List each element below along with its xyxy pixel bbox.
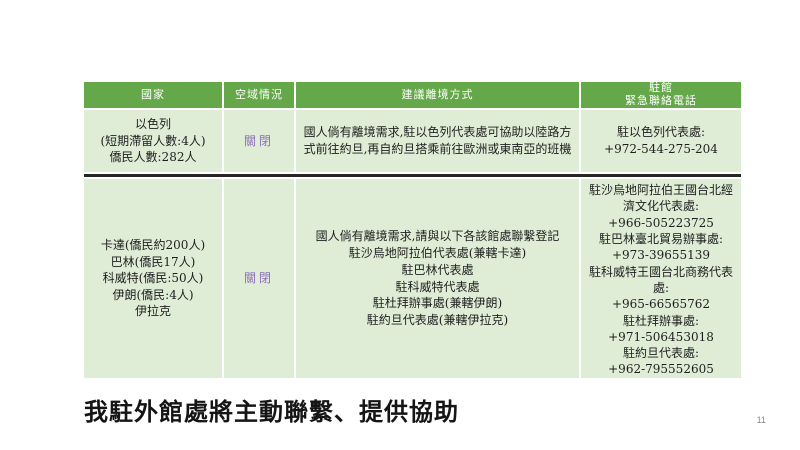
cell-airspace-status: 關閉 xyxy=(224,110,294,172)
table-header-row: 國家 空域情況 建議離境方式 駐館 緊急聯絡電話 xyxy=(84,82,741,108)
cell-departure-method: 國人倘有離境需求,駐以色列代表處可協助以陸路方式前往約旦,再自約旦搭乘前往歐洲或… xyxy=(296,110,579,172)
header-airspace-status: 空域情況 xyxy=(224,82,294,108)
header-emergency-contact: 駐館 緊急聯絡電話 xyxy=(581,82,741,108)
table-row-israel: 以色列 (短期滯留人數:4人) 僑民人數:282人 關閉 國人倘有離境需求,駐以… xyxy=(84,110,741,172)
slide-title: 我駐外館處將主動聯繫、提供協助 xyxy=(84,399,459,426)
header-country: 國家 xyxy=(84,82,222,108)
page-number: 11 xyxy=(756,415,766,425)
cell-country: 以色列 (短期滯留人數:4人) 僑民人數:282人 xyxy=(84,110,222,172)
cell-airspace-status: 關閉 xyxy=(224,179,294,378)
cell-emergency-contact: 駐沙烏地阿拉伯王國台北經濟文化代表處: +966-505223725 駐巴林臺北… xyxy=(581,179,741,378)
row-divider-line xyxy=(84,174,741,177)
cell-country: 卡達(僑民約200人) 巴林(僑民17人) 科威特(僑民:50人) 伊朗(僑民:… xyxy=(84,179,222,378)
embassy-contact-table: 國家 空域情況 建議離境方式 駐館 緊急聯絡電話 以色列 (短期滯留人數:4人)… xyxy=(84,82,741,378)
cell-departure-method: 國人倘有離境需求,請與以下各該館處聯繫登記 駐沙烏地阿拉伯代表處(兼轄卡達) 駐… xyxy=(296,179,579,378)
table-row-gulf-states: 卡達(僑民約200人) 巴林(僑民17人) 科威特(僑民:50人) 伊朗(僑民:… xyxy=(84,179,741,378)
cell-emergency-contact: 駐以色列代表處: +972-544-275-204 xyxy=(581,110,741,172)
header-departure-method: 建議離境方式 xyxy=(296,82,579,108)
